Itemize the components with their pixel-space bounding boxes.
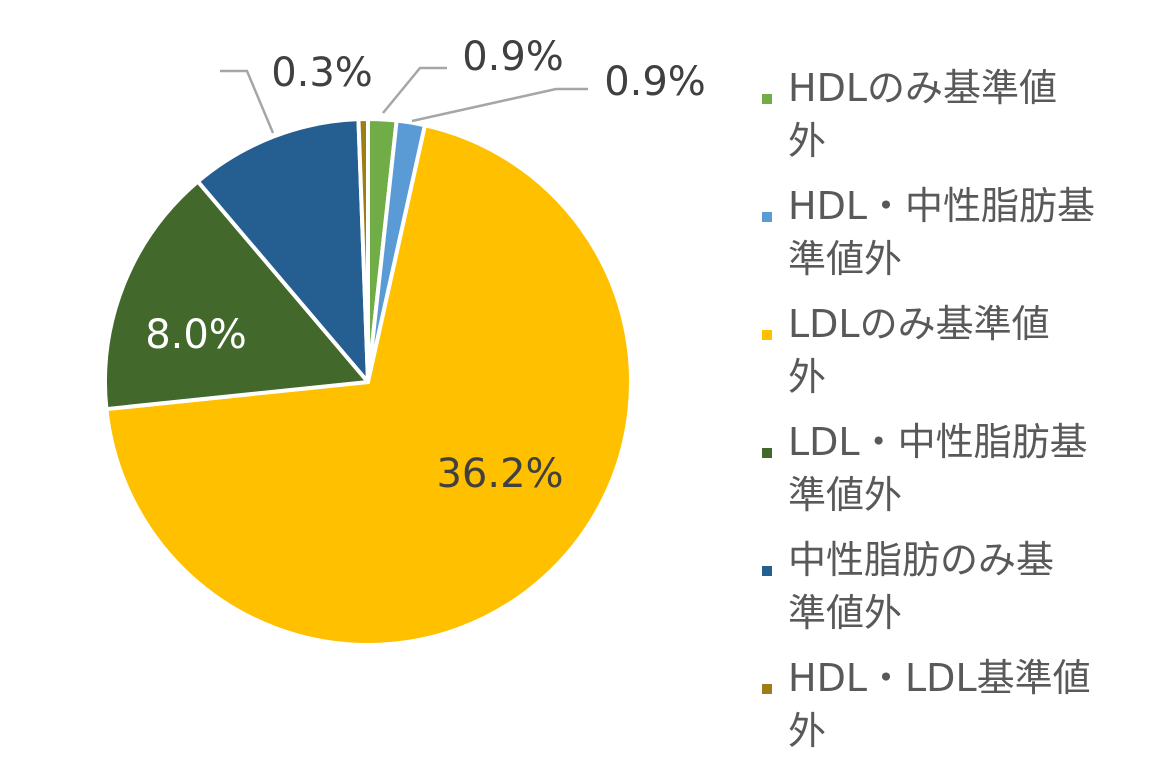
data-labels: 0.9% 0.9% 36.2% 8.0% 0.3% bbox=[145, 34, 706, 497]
legend-item-中性脂肪のみ基準値外: 中性脂肪のみ基 準値外 bbox=[762, 534, 1167, 652]
legend-label-line: 準値外 bbox=[788, 591, 903, 635]
legend-item-ldlのみ基準値外: LDLのみ基準値外 bbox=[762, 298, 1167, 416]
pie-slice-hdl-ldl基準値外 bbox=[356, 116, 370, 384]
leader-line-hdl-中性脂肪基準値外 bbox=[411, 87, 588, 123]
legend-label-line: HDL・中性脂肪基 bbox=[788, 184, 1096, 228]
legend-label-line: HDLのみ基準値 bbox=[788, 66, 1058, 110]
legend-label: 中性脂肪のみ基 準値外 bbox=[788, 534, 1054, 640]
data-label-hdl-中性脂肪基準値外: 0.9% bbox=[604, 59, 706, 105]
legend-label-line: 外 bbox=[788, 119, 827, 163]
leader-lines bbox=[220, 66, 588, 134]
legend-label: HDL・LDL基準値外 bbox=[788, 652, 1091, 758]
legend: HDLのみ基準値外 HDL・中性脂肪基 準値外 LDLのみ基準値外 LDL・中性脂肪基準… bbox=[762, 62, 1167, 770]
legend-swatch bbox=[762, 94, 772, 104]
legend-label-line: 中性脂肪のみ基 bbox=[788, 538, 1055, 582]
data-label-hdlのみ基準値外: 0.9% bbox=[462, 34, 564, 80]
pie-slice-ldl-中性脂肪基準値外 bbox=[103, 179, 370, 412]
pie-slices bbox=[103, 116, 633, 647]
legend-label-line: 外 bbox=[788, 355, 827, 399]
data-label-hdl-ldl基準値外: 0.3% bbox=[271, 50, 373, 96]
legend-label: HDL・中性脂肪基 準値外 bbox=[788, 180, 1095, 286]
leader-line-hdl-ldl基準値外 bbox=[220, 69, 275, 134]
legend-label-line: HDL・LDL基準値 bbox=[788, 656, 1091, 700]
legend-label-line: 外 bbox=[788, 709, 827, 753]
data-label-ldlのみ基準値外: 36.2% bbox=[436, 451, 563, 497]
legend-label: HDLのみ基準値外 bbox=[788, 62, 1057, 168]
legend-swatch bbox=[762, 566, 772, 576]
legend-label-line: LDL・中性脂肪基 bbox=[788, 420, 1088, 464]
legend-item-hdl-ldl基準値外: HDL・LDL基準値外 bbox=[762, 652, 1167, 770]
pie-slice-ldlのみ基準値外 bbox=[104, 123, 633, 647]
data-label-ldl-中性脂肪基準値外: 8.0% bbox=[145, 312, 247, 358]
legend-label: LDLのみ基準値外 bbox=[788, 298, 1050, 404]
legend-swatch bbox=[762, 448, 772, 458]
legend-label-line: 準値外 bbox=[788, 237, 903, 281]
pie-slice-中性脂肪のみ基準値外 bbox=[195, 117, 370, 384]
legend-item-ldl-中性脂肪基準値外: LDL・中性脂肪基 準値外 bbox=[762, 416, 1167, 534]
legend-label: LDL・中性脂肪基 準値外 bbox=[788, 416, 1088, 522]
legend-swatch bbox=[762, 212, 772, 222]
legend-label-line: 準値外 bbox=[788, 473, 903, 517]
legend-item-hdl-中性脂肪基準値外: HDL・中性脂肪基 準値外 bbox=[762, 180, 1167, 298]
pie-chart: 0.9% 0.9% 36.2% 8.0% 0.3% bbox=[103, 34, 706, 647]
leader-line-hdlのみ基準値外 bbox=[382, 66, 447, 114]
legend-swatch bbox=[762, 684, 772, 694]
legend-swatch bbox=[762, 330, 772, 340]
legend-label-line: LDLのみ基準値 bbox=[788, 302, 1050, 346]
legend-item-hdlのみ基準値外: HDLのみ基準値外 bbox=[762, 62, 1167, 180]
